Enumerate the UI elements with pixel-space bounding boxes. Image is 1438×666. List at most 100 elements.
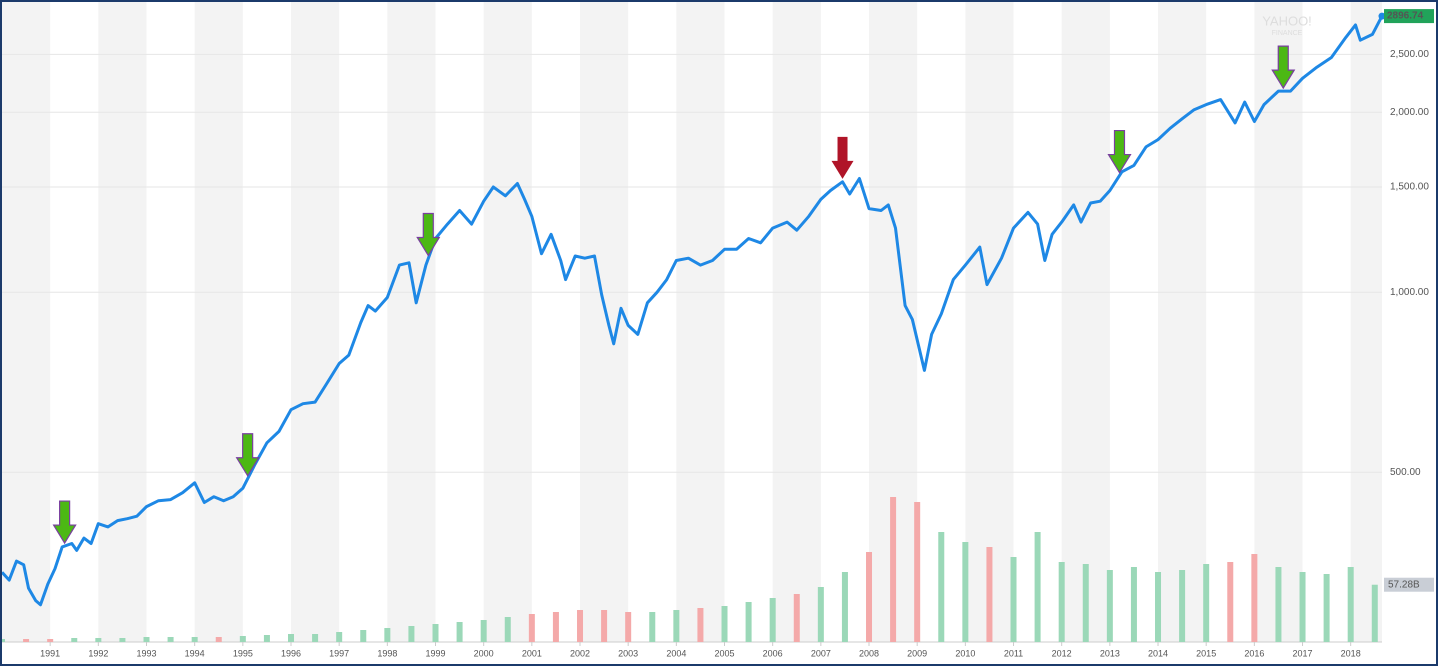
arrow-annotation: [1107, 129, 1132, 174]
volume-bar: [1347, 567, 1354, 642]
arrow: [831, 136, 854, 179]
volume-bar: [384, 628, 391, 642]
volume-bar: [504, 617, 511, 642]
year-band: [580, 2, 629, 642]
x-tick-label: 2009: [907, 648, 927, 658]
volume-bar: [625, 612, 632, 642]
volume-bar: [1299, 572, 1306, 642]
y-tick-label: 2,500.00: [1390, 49, 1429, 60]
x-tick-label: 1999: [425, 648, 445, 658]
x-tick-label: 1997: [329, 648, 349, 658]
year-band: [1061, 2, 1110, 642]
x-tick-label: 2017: [1293, 648, 1313, 658]
x-tick-label: 1994: [185, 648, 205, 658]
volume-bar: [673, 610, 680, 642]
last-point: [1378, 12, 1386, 20]
x-tick-label: 2004: [666, 648, 686, 658]
volume-bar: [601, 610, 608, 642]
volume-bar: [817, 587, 824, 642]
volume-bar: [239, 636, 246, 642]
y-tick-label: 2,000.00: [1390, 107, 1429, 118]
volume-bar: [456, 622, 463, 642]
watermark: FINANCE: [1272, 30, 1303, 37]
volume-bar: [408, 626, 415, 642]
year-band: [194, 2, 243, 642]
volume-bar: [890, 497, 897, 642]
volume-bar: [288, 634, 295, 642]
year-band: [387, 2, 436, 642]
x-tick-label: 1992: [88, 648, 108, 658]
year-band: [98, 2, 147, 642]
volume-bar: [1227, 562, 1234, 642]
year-band: [1350, 2, 1382, 642]
volume-bar: [167, 637, 174, 642]
x-tick-label: 1998: [377, 648, 397, 658]
x-tick-label: 1993: [136, 648, 156, 658]
volume-tag-label: 57.28B: [1388, 579, 1420, 590]
arrow-annotation: [831, 136, 854, 179]
volume-bar: [1010, 557, 1017, 642]
year-band: [676, 2, 725, 642]
arrow-annotation: [52, 500, 77, 545]
x-tick-label: 2010: [955, 648, 975, 658]
x-tick-label: 2002: [570, 648, 590, 658]
volume-bar: [119, 638, 126, 642]
year-band: [483, 2, 532, 642]
volume-bar: [938, 532, 945, 642]
x-tick-label: 2005: [714, 648, 734, 658]
year-band: [772, 2, 821, 642]
y-tick-label: 1,500.00: [1390, 182, 1429, 193]
arrow: [1107, 129, 1132, 174]
last-price-tag: [1384, 9, 1434, 24]
volume-bar: [360, 630, 367, 642]
x-tick-label: 1995: [233, 648, 253, 658]
volume-bar: [215, 637, 222, 642]
volume-bar: [962, 542, 969, 642]
arrow: [235, 433, 260, 477]
volume-bar: [1323, 574, 1330, 642]
volume-bar: [649, 612, 656, 642]
volume-bar: [552, 612, 559, 642]
y-tick-label: 500.00: [1390, 467, 1421, 478]
arrow-annotation: [1271, 45, 1296, 90]
volume-bar: [841, 572, 848, 642]
volume-bar: [23, 639, 30, 642]
x-tick-label: 1991: [40, 648, 60, 658]
volume-bar: [432, 624, 439, 642]
volume-bar: [2, 639, 5, 642]
x-tick-label: 2016: [1244, 648, 1264, 658]
year-band: [1158, 2, 1207, 642]
volume-bar: [697, 608, 704, 642]
volume-bar: [745, 602, 752, 642]
arrow: [416, 212, 441, 257]
volume-bar: [480, 620, 487, 642]
x-tick-label: 2013: [1100, 648, 1120, 658]
volume-bar: [1275, 567, 1282, 642]
volume-bar: [1130, 567, 1137, 642]
x-tick-label: 2011: [1004, 648, 1023, 658]
price-line: [2, 15, 1384, 607]
x-tick-label: 2006: [763, 648, 783, 658]
volume-bar: [336, 632, 343, 642]
watermark: YAHOO!: [1262, 13, 1312, 28]
volume-bar: [1034, 532, 1041, 642]
volume-bar: [312, 634, 319, 642]
arrow: [52, 500, 77, 545]
x-tick-label: 2012: [1052, 648, 1072, 658]
x-tick-label: 2014: [1148, 648, 1168, 658]
y-tick-label: 1,000.00: [1390, 287, 1429, 298]
volume-bar: [1179, 570, 1186, 642]
volume-bar: [47, 639, 54, 642]
volume-bar: [866, 552, 873, 642]
arrow-annotation: [416, 212, 441, 257]
x-tick-label: 2001: [522, 648, 542, 658]
volume-bar: [191, 637, 198, 642]
volume-bar: [577, 610, 584, 642]
volume-bar: [263, 635, 270, 642]
x-tick-label: 2007: [811, 648, 831, 658]
x-tick-label: 2008: [859, 648, 879, 658]
x-tick-label: 2015: [1196, 648, 1216, 658]
volume-bar: [914, 502, 921, 642]
